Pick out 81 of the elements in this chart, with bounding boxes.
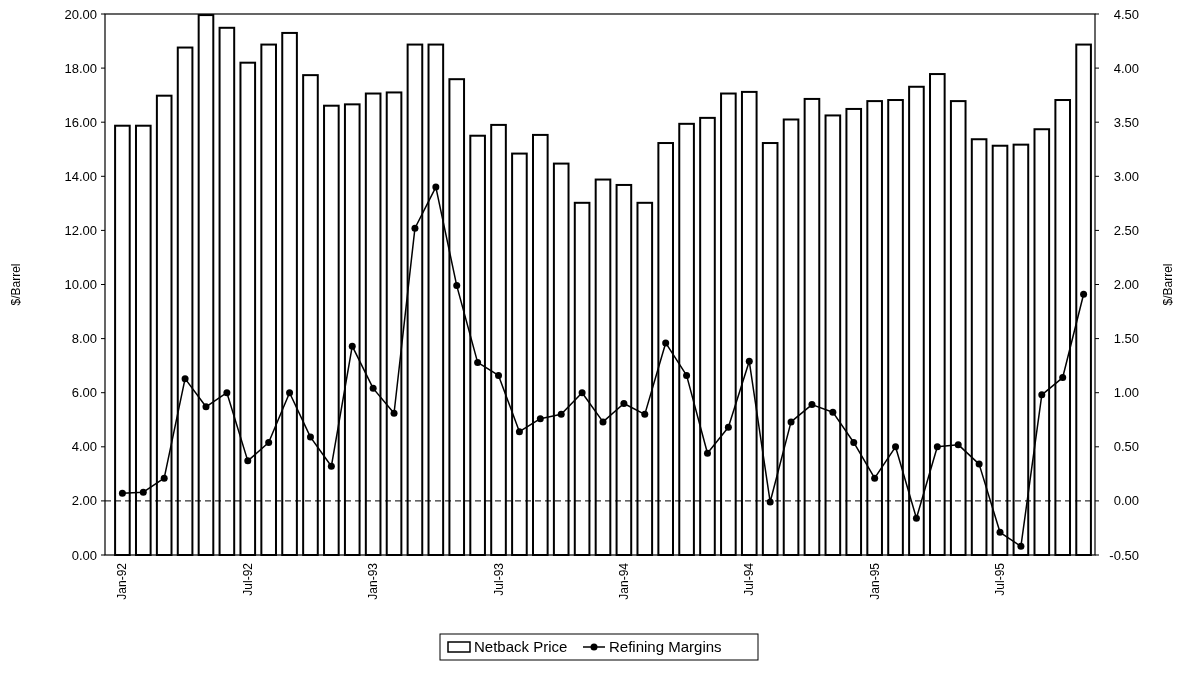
point (306, 433, 314, 441)
y2-axis-title: $/Barrel (1161, 263, 1175, 306)
point (662, 339, 670, 347)
y2-tick-label: 1.00 (1113, 385, 1139, 401)
y2-tick-label: 0.50 (1113, 439, 1139, 455)
y2-tick-label: 2.00 (1113, 277, 1139, 293)
point (808, 401, 816, 409)
legend-label: Refining Margins (609, 638, 722, 655)
x-tick-label: Jan-94 (616, 562, 631, 600)
point (620, 400, 628, 408)
point (327, 462, 335, 470)
y2-tick-label: 0.00 (1113, 493, 1139, 509)
point (703, 449, 711, 457)
point (787, 418, 795, 426)
x-tick-label: Jan-95 (867, 562, 882, 600)
y-tick-label: 14.00 (64, 168, 97, 184)
y2-tick-label: 1.50 (1113, 331, 1139, 347)
y2-tick-label: 4.00 (1113, 60, 1139, 76)
point (536, 415, 544, 423)
point (1038, 391, 1046, 399)
point (557, 410, 565, 418)
y-tick-label: 16.00 (64, 114, 97, 130)
legend-label: Netback Price (474, 638, 568, 655)
point (265, 438, 273, 446)
point (474, 358, 482, 366)
point (348, 342, 356, 350)
point (202, 403, 210, 411)
point (118, 489, 126, 497)
y-tick-label: 4.00 (71, 439, 97, 455)
point (139, 488, 147, 496)
point (996, 528, 1004, 536)
point (892, 443, 900, 451)
y-tick-label: 10.00 (64, 277, 97, 293)
point (432, 183, 440, 191)
point (641, 410, 649, 418)
point (411, 224, 419, 232)
x-tick-label: Jul-93 (491, 562, 506, 596)
point (912, 514, 920, 522)
point (871, 474, 879, 482)
point (599, 418, 607, 426)
point (954, 441, 962, 449)
point (975, 460, 983, 468)
y-tick-label: 6.00 (71, 385, 97, 401)
point (578, 389, 586, 397)
point (724, 423, 732, 431)
point (933, 443, 941, 451)
point (745, 357, 753, 365)
point (369, 384, 377, 392)
point (244, 457, 252, 465)
point (286, 389, 294, 397)
x-tick-label: Jul-94 (742, 562, 757, 596)
x-tick-label: Jan-92 (115, 562, 130, 600)
point (495, 371, 503, 379)
x-tick-label: Jan-93 (366, 562, 381, 600)
y2-tick-label: 3.50 (1113, 114, 1139, 130)
y-tick-label: 8.00 (71, 331, 97, 347)
y-tick-label: 12.00 (64, 222, 97, 238)
point (453, 282, 461, 290)
point (850, 438, 858, 446)
point (390, 409, 398, 417)
y-tick-label: 20.00 (64, 6, 97, 22)
y-tick-label: 2.00 (71, 493, 97, 509)
point (1017, 542, 1025, 550)
x-tick-label: Jul-92 (240, 562, 255, 596)
point (1059, 374, 1067, 382)
y-axis-title: $/Barrel (9, 263, 23, 306)
point (181, 375, 189, 383)
point (223, 389, 231, 397)
y-tick-label: 0.00 (71, 547, 97, 563)
point (766, 498, 774, 506)
point (515, 428, 523, 436)
y2-tick-label: 2.50 (1113, 222, 1139, 238)
y2-tick-label: 3.00 (1113, 168, 1139, 184)
point (829, 408, 837, 416)
point (160, 474, 168, 482)
y-tick-label: 18.00 (64, 60, 97, 76)
x-tick-label: Jul-95 (993, 562, 1008, 596)
point (1080, 290, 1088, 298)
y2-tick-label: 4.50 (1113, 6, 1139, 22)
point (683, 371, 691, 379)
y2-tick-label: -0.50 (1109, 547, 1139, 563)
